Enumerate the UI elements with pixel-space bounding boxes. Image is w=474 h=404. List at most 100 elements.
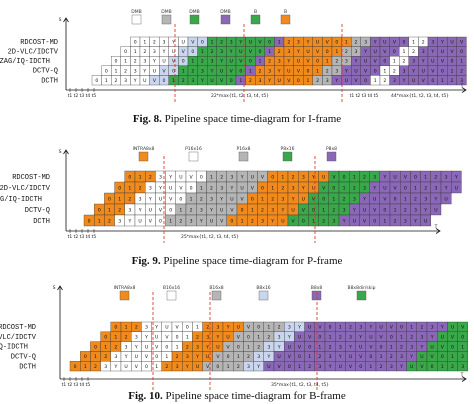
cell-stage: U (291, 207, 294, 213)
cell-stage: Y (423, 207, 427, 213)
cell-stage: 0 (307, 68, 310, 74)
cell-stage: 2 (394, 218, 397, 224)
cell-stage: 1 (114, 334, 117, 340)
cell-stage: 3 (259, 78, 262, 84)
cell-stage: 0 (230, 78, 233, 84)
cell-stage: 0 (259, 49, 262, 55)
axis-t-arrow (435, 228, 441, 234)
cell-stage: U (339, 364, 342, 370)
cell-stage: 0 (74, 364, 77, 370)
pipeline-cell (451, 181, 462, 194)
cell-stage: 1 (339, 325, 342, 331)
cell-stage: 3 (329, 354, 332, 360)
cell-stage: 2 (329, 344, 332, 350)
cell-stage: Y (226, 325, 230, 331)
legend-label: P16x16 (185, 146, 202, 152)
cell-stage: V (404, 174, 408, 180)
cell-stage: U (124, 364, 127, 370)
cell-stage: 1 (172, 78, 175, 84)
cell-stage: 1 (182, 68, 185, 74)
legend-label: B8x8dir/skip (347, 285, 375, 291)
cell-stage: 2 (211, 49, 214, 55)
duration-formula: 35*max{t1, t2, t3, t4, t5} (271, 382, 329, 388)
cell-stage: U (298, 334, 301, 340)
cell-stage: V (308, 334, 312, 340)
cell-stage: 2 (196, 334, 199, 340)
cell-stage: 3 (196, 344, 199, 350)
cell-stage: 1 (281, 174, 284, 180)
cell-stage: V (373, 207, 377, 213)
cell-stage: Y (372, 185, 376, 191)
cell-stage: 2 (220, 40, 223, 46)
cell-stage: V (297, 68, 301, 74)
cell-stage: U (412, 78, 415, 84)
cell-stage: 1 (318, 344, 321, 350)
cell-stage: 3 (410, 344, 413, 350)
cell-stage: 0 (134, 40, 137, 46)
cell-stage: V (318, 325, 322, 331)
cell-stage: V (182, 49, 186, 55)
cell-stage: 2 (237, 364, 240, 370)
cell-stage: 2 (353, 185, 356, 191)
cell-stage: V (237, 334, 241, 340)
cell-stage: 3 (247, 364, 250, 370)
cell-stage: 0 (393, 49, 396, 55)
cell-stage: 2 (332, 207, 335, 213)
cell-stage: 0 (145, 364, 148, 370)
cell-stage: Y (199, 218, 203, 224)
row-label: ZIGZAG/IQ-IDCTH (0, 344, 28, 352)
cell-stage: Y (286, 59, 290, 65)
cell-stage: V (369, 344, 373, 350)
legend-label: B (284, 9, 287, 15)
cell-stage: V (450, 49, 454, 55)
cell-stage: 3 (200, 207, 203, 213)
cell-stage: V (364, 68, 368, 74)
row-label: DCTV-Q (25, 207, 50, 215)
cell-stage: 0 (431, 364, 434, 370)
cell-stage: Y (354, 59, 358, 65)
cell-stage: 2 (363, 174, 366, 180)
row-label: 2D-VLC/IDCTV (0, 185, 51, 193)
cell-stage: 1 (105, 78, 108, 84)
cell-stage: 3 (230, 40, 233, 46)
cell-stage: 2 (380, 364, 383, 370)
legend-swatch (188, 151, 199, 162)
fig10-caption-num: Fig. 10. (128, 390, 163, 402)
cell-stage: 3 (390, 364, 393, 370)
cell-stage: 3 (332, 218, 335, 224)
cell-stage: 2 (403, 59, 406, 65)
cell-stage: 0 (288, 364, 291, 370)
cell-stage: 1 (312, 218, 315, 224)
cell-stage: 1 (211, 40, 214, 46)
cell-stage: 2 (259, 68, 262, 74)
cell-stage: 3 (363, 185, 366, 191)
cell-stage: 2 (124, 68, 127, 74)
cell-stage: V (216, 354, 220, 360)
cell-stage: 1 (332, 196, 335, 202)
cell-stage: V (422, 78, 426, 84)
cell-stage: Y (162, 49, 166, 55)
cell-stage: U (383, 185, 386, 191)
cell-stage: Y (280, 207, 284, 213)
cell-stage: 3 (393, 78, 396, 84)
cell-stage: 3 (153, 49, 156, 55)
cell-stage: U (239, 49, 242, 55)
cell-stage: Y (229, 49, 233, 55)
cell-stage: 0 (329, 325, 332, 331)
legend-swatch (211, 290, 222, 301)
cell-stage: 3 (267, 344, 270, 350)
cell-stage: Y (158, 185, 162, 191)
cell-stage: U (179, 174, 182, 180)
cell-stage: Y (195, 354, 199, 360)
cell-stage: V (169, 196, 173, 202)
cell-stage: 2 (410, 334, 413, 340)
cell-stage: Y (219, 59, 223, 65)
cell-stage: V (332, 174, 336, 180)
cell-stage: Y (440, 40, 444, 46)
cell-stage: V (149, 218, 153, 224)
cell-stage: 2 (125, 334, 128, 340)
cell-stage: 3 (424, 196, 427, 202)
cell-stage: 2 (412, 49, 415, 55)
cell-stage: Y (134, 344, 138, 350)
cell-stage: 3 (118, 218, 121, 224)
